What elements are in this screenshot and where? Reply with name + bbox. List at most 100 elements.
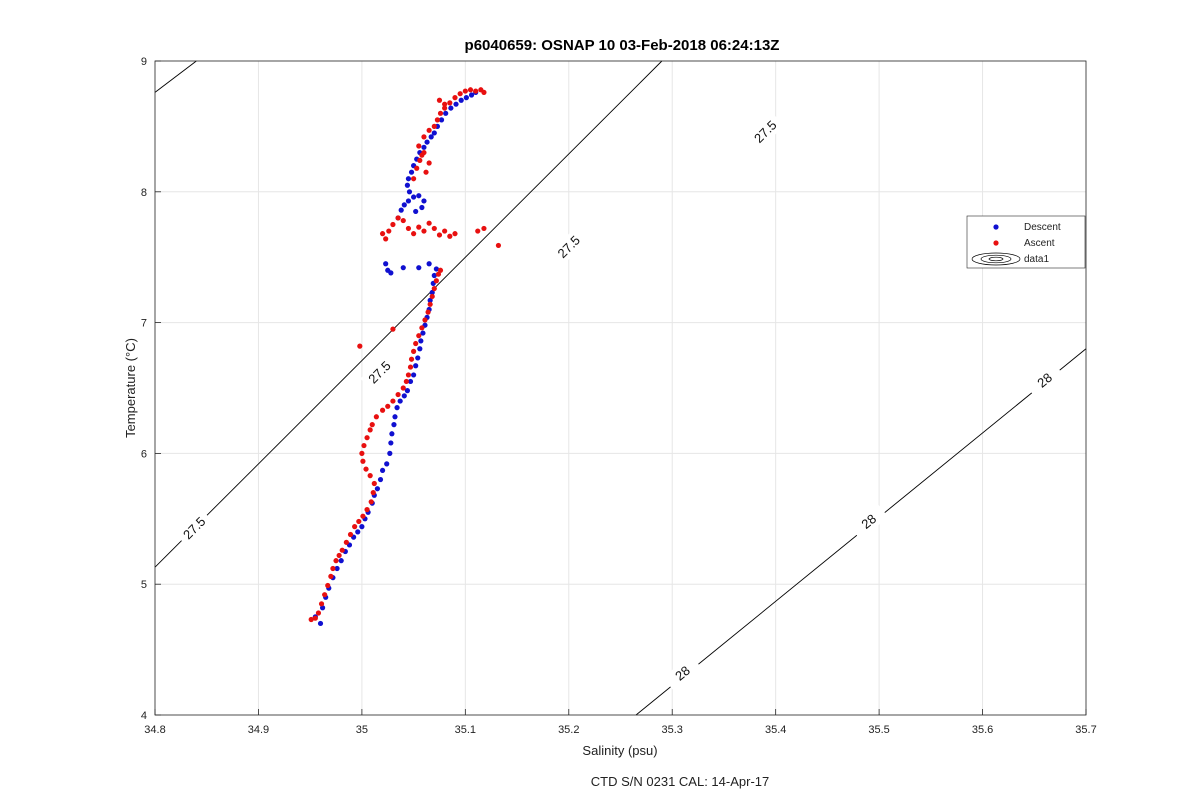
ascent-point bbox=[431, 225, 437, 232]
ascent-point bbox=[426, 220, 432, 226]
ascent-point bbox=[336, 552, 342, 559]
descent-point bbox=[411, 194, 417, 200]
ascent-point bbox=[403, 378, 409, 385]
descent-point bbox=[427, 297, 433, 303]
ascent-point bbox=[442, 228, 448, 234]
ascent-point bbox=[360, 458, 366, 464]
descent-point bbox=[463, 95, 469, 101]
plot-frame bbox=[154, 60, 1087, 716]
ascent-point bbox=[357, 343, 363, 349]
ascent-point bbox=[495, 242, 502, 249]
ascent-point bbox=[422, 317, 428, 323]
contour-label-background bbox=[1024, 361, 1065, 399]
ascent-point bbox=[416, 224, 422, 230]
ascent-point bbox=[368, 499, 374, 505]
descent-point bbox=[413, 363, 419, 369]
legend-item-data1[interactable]: data1 bbox=[971, 252, 1049, 266]
ascent-point bbox=[436, 232, 443, 238]
ascent-point bbox=[390, 326, 396, 332]
descent-point bbox=[438, 117, 445, 123]
descent-point bbox=[374, 486, 381, 492]
ascent-point bbox=[364, 435, 370, 441]
descent-point bbox=[448, 105, 454, 111]
descent-point bbox=[411, 372, 417, 378]
ascent-point bbox=[370, 490, 376, 496]
y-axis-label: Temperature (°C) bbox=[123, 338, 138, 438]
ascent-point bbox=[437, 110, 444, 116]
descent-point bbox=[388, 270, 394, 276]
y-axis-ticks: 4 5 6 7 8 9 bbox=[141, 56, 161, 722]
ascent-point bbox=[315, 610, 322, 616]
contour-label-background bbox=[662, 654, 703, 692]
ascent-point bbox=[411, 176, 417, 182]
descent-point bbox=[429, 289, 435, 296]
ascent-point bbox=[330, 565, 336, 572]
descent-point bbox=[392, 414, 398, 420]
ascent-point bbox=[452, 231, 458, 237]
ascent-point bbox=[413, 340, 419, 347]
contour-label-background bbox=[849, 503, 889, 540]
descent-point bbox=[334, 565, 340, 572]
legend-item-ascent[interactable]: Ascent bbox=[993, 238, 1055, 249]
y-tick-label: 7 bbox=[141, 318, 147, 330]
ascent-point bbox=[379, 407, 386, 413]
ascent-point bbox=[414, 165, 420, 171]
x-tick-label: 35.3 bbox=[662, 724, 683, 736]
ascent-point bbox=[447, 100, 453, 106]
contour-label-background bbox=[360, 353, 399, 392]
legend-ascent-label: Ascent bbox=[1024, 238, 1055, 249]
descent-point bbox=[413, 208, 419, 215]
ascent-point bbox=[423, 169, 429, 175]
legend-item-descent[interactable]: Descent bbox=[993, 222, 1061, 233]
descent-point bbox=[400, 265, 406, 271]
ascent-point bbox=[373, 414, 379, 420]
descent-point bbox=[401, 393, 407, 399]
descent-point bbox=[428, 134, 434, 140]
descent-point bbox=[398, 207, 404, 213]
ascent-point bbox=[390, 398, 396, 404]
ctd-calibration-note: CTD S/N 0231 CAL: 14-Apr-17 bbox=[591, 774, 769, 789]
descent-point bbox=[426, 261, 432, 267]
descent-point bbox=[418, 338, 424, 344]
descent-point bbox=[421, 144, 427, 150]
ascent-point bbox=[431, 285, 437, 292]
y-tick-label: 9 bbox=[141, 56, 147, 68]
descent-point bbox=[338, 558, 344, 564]
legend-data1-label: data1 bbox=[1024, 254, 1049, 265]
ascent-point bbox=[325, 582, 331, 589]
ascent-point bbox=[383, 236, 389, 242]
y-tick-label: 6 bbox=[141, 448, 147, 460]
descent-point bbox=[388, 440, 394, 446]
descent-point bbox=[443, 110, 449, 116]
x-tick-label: 34.8 bbox=[144, 724, 165, 736]
ascent-point bbox=[442, 101, 448, 107]
ascent-point bbox=[457, 91, 463, 97]
ascent-point bbox=[473, 88, 479, 94]
descent-point bbox=[384, 461, 390, 467]
descent-point bbox=[404, 388, 411, 394]
legend[interactable]: Descent Ascent data1 bbox=[966, 215, 1086, 269]
descent-point bbox=[405, 176, 412, 182]
x-tick-label: 35.6 bbox=[972, 724, 993, 736]
ascent-series bbox=[308, 87, 502, 623]
ascent-point bbox=[405, 372, 412, 378]
descent-point bbox=[397, 398, 403, 404]
x-tick-label: 35.1 bbox=[455, 724, 476, 736]
ascent-point bbox=[360, 513, 366, 519]
descent-point bbox=[405, 198, 412, 204]
ascent-point bbox=[352, 524, 358, 530]
ascent-point bbox=[385, 403, 391, 409]
ascent-point bbox=[407, 364, 414, 370]
contour-label-background bbox=[175, 508, 214, 548]
ascent-point bbox=[416, 333, 422, 339]
descent-point bbox=[420, 330, 426, 336]
ascent-point bbox=[462, 88, 468, 94]
ascent-point bbox=[425, 309, 431, 315]
ascent-point bbox=[408, 356, 415, 362]
ascent-point bbox=[371, 480, 377, 487]
ascent-point bbox=[400, 385, 406, 391]
x-axis-label: Salinity (psu) bbox=[582, 743, 657, 758]
ascent-point bbox=[356, 518, 362, 525]
ascent-point bbox=[411, 348, 417, 354]
